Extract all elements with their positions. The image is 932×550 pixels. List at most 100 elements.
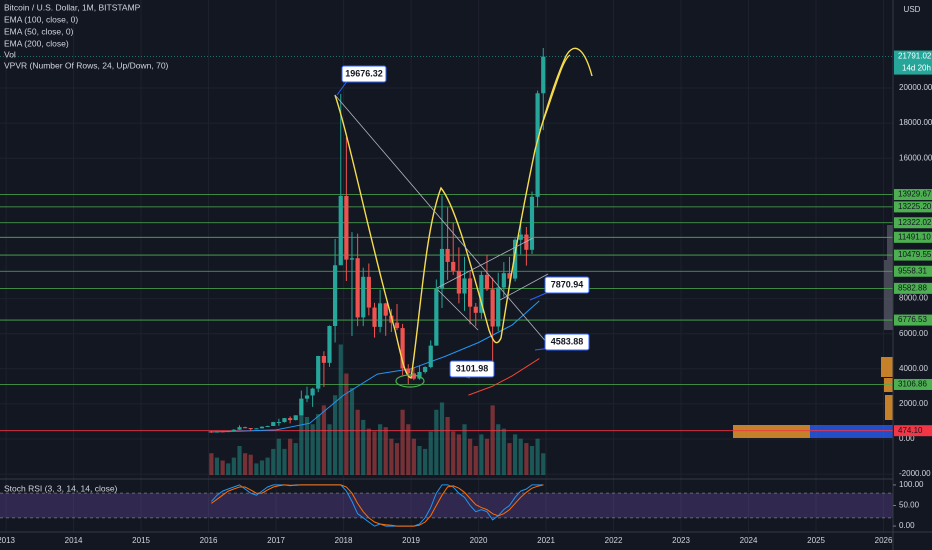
volume-bar — [338, 344, 343, 475]
candle-body — [327, 325, 332, 363]
candle-body — [423, 367, 428, 372]
x-tick-label: 2026 — [875, 536, 893, 545]
candle-body — [288, 418, 293, 421]
x-tick-label: 2015 — [132, 536, 150, 545]
candle-body — [237, 427, 242, 430]
vp-bar — [885, 395, 893, 420]
candle-body — [378, 303, 383, 327]
callout-box — [449, 360, 495, 378]
candle-body — [507, 273, 512, 279]
candle-body — [243, 427, 248, 429]
level-label-bg — [894, 314, 932, 326]
candle-body — [304, 395, 310, 399]
drawings — [334, 47, 593, 388]
level-label: 3106.86 — [898, 380, 927, 389]
level-label: 13929.67 — [898, 190, 932, 199]
level-label: 6776.53 — [898, 315, 927, 324]
y-tick-label: 8000.00 — [899, 294, 928, 303]
volume-bar — [389, 438, 394, 475]
candle-body — [451, 261, 456, 271]
callout-box — [544, 333, 590, 351]
indicator-label: EMA (100, close, 0) — [4, 14, 78, 24]
vp-bar — [884, 260, 893, 330]
vp-bar — [887, 225, 893, 260]
candle-body — [293, 415, 298, 421]
y-tick-label: 4000.00 — [899, 364, 928, 373]
x-tick-label: 2020 — [470, 536, 488, 545]
stoch-band — [0, 493, 893, 518]
y-tick-label: 18000.00 — [899, 118, 932, 127]
volume-profile — [733, 225, 893, 438]
candle-body — [535, 93, 540, 197]
volume-bar — [439, 402, 445, 475]
volume-bar — [445, 417, 450, 475]
candle-body — [496, 287, 501, 327]
volume-bar — [541, 453, 546, 475]
y-tick-label: 0.00 — [899, 434, 915, 443]
volume-bar — [490, 405, 495, 475]
volume-bar — [479, 434, 484, 475]
volume-bar — [327, 424, 332, 475]
volume-bar — [473, 446, 478, 475]
candle-body — [332, 265, 338, 326]
candle-body — [501, 273, 506, 288]
level-label-bg — [894, 425, 932, 437]
candle-body — [484, 274, 490, 290]
candle-body — [406, 368, 411, 374]
volume-bar — [288, 438, 293, 475]
volume-bar — [214, 457, 220, 475]
volume-bar — [344, 373, 349, 475]
candle-body — [518, 234, 523, 240]
ema-line — [208, 300, 540, 433]
candle-body — [349, 258, 355, 260]
candle-body — [479, 274, 484, 313]
last-price-bg — [894, 50, 932, 75]
level-label-bg — [894, 249, 932, 261]
candle-body — [276, 422, 281, 424]
x-tick-label: 2022 — [605, 536, 623, 545]
volume-bar — [299, 409, 304, 475]
volume-bar — [310, 424, 315, 475]
volume-bar — [462, 424, 467, 475]
volume-bar — [378, 424, 383, 475]
candle-body — [434, 288, 439, 346]
level-label: 474.10 — [898, 426, 923, 435]
x-tick-label: 2025 — [807, 536, 825, 545]
level-label: 9558.31 — [898, 266, 927, 275]
volume-bar — [265, 457, 270, 475]
candle-body — [209, 431, 214, 433]
x-tick-label: 2021 — [537, 536, 555, 545]
candle-body — [321, 355, 326, 363]
volume-bar — [321, 405, 326, 475]
price-pane — [0, 47, 893, 527]
stoch-line — [211, 484, 544, 527]
callout-label: 7870.94 — [551, 279, 584, 289]
volume-bar — [372, 431, 377, 475]
volume-bar — [366, 428, 371, 475]
candle-body — [316, 355, 321, 389]
volume-bar — [423, 448, 428, 475]
volume-bar — [293, 443, 298, 475]
x-tick-label: 2013 — [0, 536, 16, 545]
stoch-tick-label: 50.00 — [899, 501, 920, 510]
x-tick-label: 2023 — [672, 536, 690, 545]
volume-bar — [383, 427, 388, 475]
legend: Bitcoin / U.S. Dollar, 1M, BITSTAMP EMA … — [4, 2, 169, 493]
stoch-tick-label: 0.00 — [899, 521, 915, 530]
volume-bar — [355, 409, 360, 475]
volume-bar — [411, 438, 416, 475]
candle-body — [417, 371, 422, 379]
vp-bar — [881, 357, 893, 377]
callout-label: 3101.98 — [456, 363, 489, 373]
volume-bar — [456, 434, 461, 475]
candle-body — [490, 289, 495, 327]
indicator-label: VPVR (Number Of Rows, 24, Up/Down, 70) — [4, 60, 169, 70]
candle-body — [220, 431, 225, 433]
last-price-label: 21791.02 — [898, 52, 932, 61]
volume-bar — [316, 414, 321, 475]
candle-body — [394, 322, 400, 329]
indicator-label: EMA (50, close, 0) — [4, 26, 74, 36]
candle-body — [231, 429, 236, 432]
volume-bar — [271, 448, 276, 475]
x-tick-label: 2024 — [740, 536, 758, 545]
